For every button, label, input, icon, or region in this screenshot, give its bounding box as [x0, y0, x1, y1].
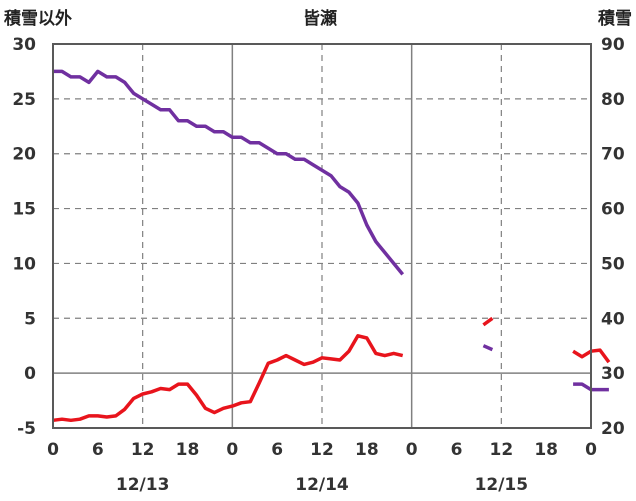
right-tick-label: 70 — [601, 145, 625, 165]
data-series — [52, 69, 611, 423]
x-tick-label: 18 — [176, 440, 200, 460]
x-tick-label: 6 — [92, 440, 104, 460]
left-tick-label: 10 — [12, 254, 36, 274]
x-tick-label: 0 — [406, 440, 418, 460]
left-tick-label: 0 — [24, 364, 36, 384]
right-tick-label: 80 — [601, 90, 625, 110]
series-2-line — [482, 344, 494, 352]
left-tick-label: 15 — [12, 200, 36, 220]
day-label: 12/14 — [295, 475, 349, 495]
x-tick-label: 18 — [534, 440, 558, 460]
grid-lines — [53, 44, 591, 428]
x-tick-label: 12 — [489, 440, 513, 460]
left-tick-label: 30 — [12, 35, 36, 55]
chart-title: 皆瀬 — [303, 8, 337, 29]
left-tick-label: 25 — [12, 90, 36, 110]
right-axis-label: 積雪 — [598, 8, 632, 29]
x-tick-label: 12 — [310, 440, 334, 460]
right-tick-label: 20 — [601, 419, 625, 439]
x-tick-label: 18 — [355, 440, 379, 460]
day-label: 12/13 — [116, 475, 170, 495]
series-2-line — [53, 69, 405, 276]
right-tick-label: 40 — [601, 309, 625, 329]
day-label: 12/15 — [475, 475, 529, 495]
right-tick-label: 30 — [601, 364, 625, 384]
right-tick-label: 50 — [601, 254, 625, 274]
left-tick-label: 20 — [12, 145, 36, 165]
x-tick-label: 0 — [47, 440, 59, 460]
series-1-line — [482, 316, 494, 327]
x-tick-label: 0 — [585, 440, 597, 460]
x-tick-label: 6 — [271, 440, 283, 460]
x-tick-label: 12 — [131, 440, 155, 460]
left-tick-label: -5 — [17, 419, 36, 439]
right-tick-label: 90 — [601, 35, 625, 55]
left-tick-label: 5 — [24, 309, 36, 329]
series-1-line — [52, 334, 404, 423]
x-tick-label: 6 — [451, 440, 463, 460]
plot-frame — [52, 43, 592, 429]
left-axis-label: 積雪以外 — [4, 8, 72, 29]
right-tick-label: 60 — [601, 200, 625, 220]
x-tick-label: 0 — [226, 440, 238, 460]
